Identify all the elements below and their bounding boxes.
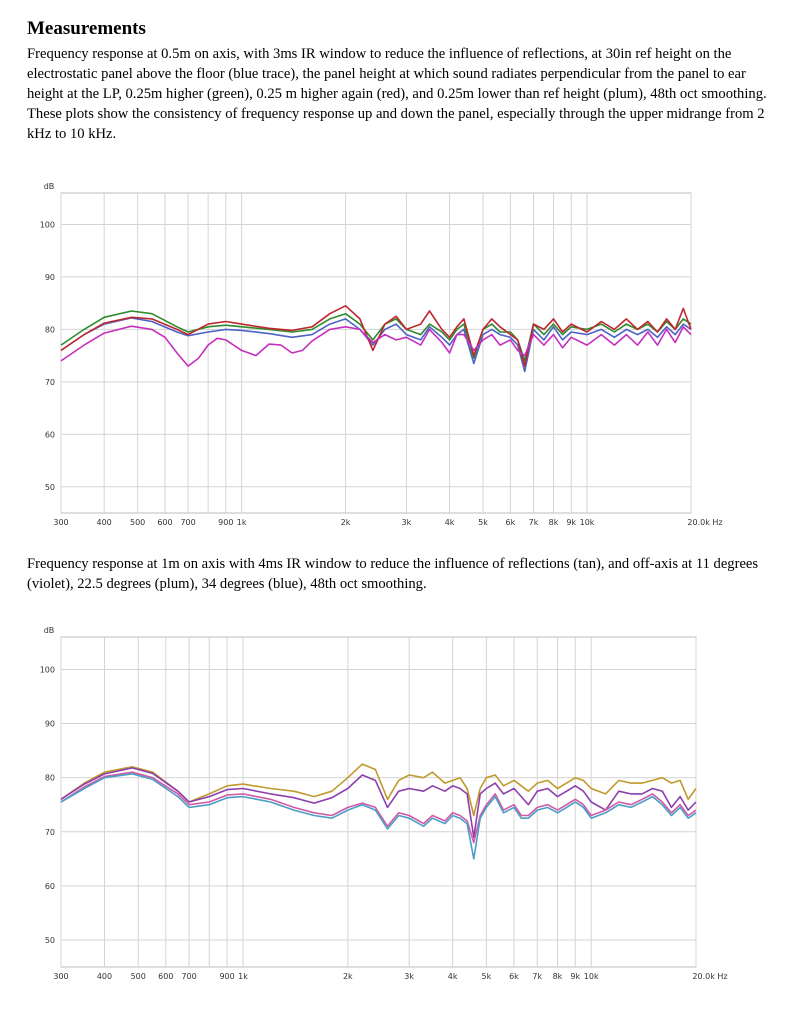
plot-frame xyxy=(60,192,692,514)
x-tick-label: 9k xyxy=(570,972,580,981)
series-line-1m-on-axis xyxy=(60,763,697,817)
x-tick-label: 1k xyxy=(237,518,247,527)
x-tick-label: 3k xyxy=(404,972,414,981)
y-tick-label: 60 xyxy=(45,882,55,891)
x-tick-label: 7k xyxy=(529,518,539,527)
x-tick-label: 2k xyxy=(341,518,351,527)
y-tick-label: 100 xyxy=(40,220,55,229)
y-tick-label: 50 xyxy=(45,936,55,945)
x-tick-label: 900 xyxy=(218,518,233,527)
x-tick-label: 400 xyxy=(97,972,112,981)
x-tick-label: 5k xyxy=(478,518,488,527)
chart2-off-axis-response: 100 90 80 70 60 50 dB 300 400 500 600 700 900 1k 2k 3k 4… xyxy=(40,626,728,981)
x-tick-label: 4k xyxy=(448,972,458,981)
x-tick-label: 2k xyxy=(343,972,353,981)
series-line-34-deg xyxy=(60,773,697,860)
x-tick-label: 700 xyxy=(181,972,196,981)
y-axis-label: dB xyxy=(44,182,55,191)
x-tick-label: 300 xyxy=(53,972,68,981)
chart1-caption: Frequency response at 0.5m on axis, with… xyxy=(27,46,767,142)
x-tick-label: 20.0k Hz xyxy=(692,972,727,981)
y-tick-label: 90 xyxy=(45,720,55,729)
x-tick-label: 5k xyxy=(482,972,492,981)
series-line--0-5m xyxy=(60,305,692,367)
x-tick-label: 6k xyxy=(509,972,519,981)
x-tick-label: 400 xyxy=(97,518,112,527)
y-tick-label: 70 xyxy=(45,828,55,837)
y-tick-label: 60 xyxy=(45,430,55,439)
series-line--0-25m xyxy=(60,310,692,362)
x-tick-label: 3k xyxy=(402,518,412,527)
x-tick-label: 600 xyxy=(157,518,172,527)
series-line--0-25m xyxy=(60,325,692,367)
section-heading: Measurements xyxy=(27,18,146,39)
y-tick-label: 50 xyxy=(45,483,55,492)
x-tick-label: 500 xyxy=(130,518,145,527)
x-tick-label: 7k xyxy=(532,972,542,981)
x-tick-label: 8k xyxy=(553,972,563,981)
x-tick-label: 700 xyxy=(180,518,195,527)
x-tick-label: 300 xyxy=(53,518,68,527)
series-line-11-deg xyxy=(60,767,697,838)
series-line-22-5-deg xyxy=(60,771,697,844)
y-axis-label: dB xyxy=(44,626,55,635)
x-tick-label: 500 xyxy=(131,972,146,981)
x-tick-label: 4k xyxy=(445,518,455,527)
x-tick-label: 10k xyxy=(580,518,595,527)
x-tick-label: 1k xyxy=(238,972,248,981)
chart2-caption: Frequency response at 1m on axis with 4m… xyxy=(27,556,759,592)
y-tick-label: 70 xyxy=(45,378,55,387)
chart1-frequency-response: 100 90 80 70 60 50 dB 300 400 500 600 700 900 1k 2k 3k 4… xyxy=(40,182,723,527)
y-tick-label: 100 xyxy=(40,665,55,674)
plot-frame xyxy=(60,636,697,968)
x-tick-label: 600 xyxy=(158,972,173,981)
x-tick-label: 9k xyxy=(566,518,576,527)
y-tick-label: 80 xyxy=(45,325,55,334)
y-tick-label: 90 xyxy=(45,273,55,282)
x-tick-label: 900 xyxy=(219,972,234,981)
y-tick-label: 80 xyxy=(45,774,55,783)
x-tick-label: 10k xyxy=(584,972,599,981)
x-tick-label: 6k xyxy=(506,518,516,527)
x-tick-label: 8k xyxy=(549,518,559,527)
x-tick-label: 20.0k Hz xyxy=(687,518,722,527)
